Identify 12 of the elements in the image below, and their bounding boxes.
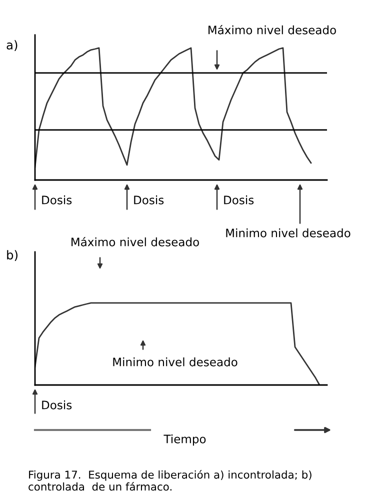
text: Máximo nivel deseado [208,24,336,34]
text: Dosis [224,195,254,204]
text: Minimo nivel deseado [226,228,350,238]
x-axis-title: Tiempo [164,434,206,446]
text: Máximo nivel deseado [72,236,199,246]
text: Dosis [42,195,72,204]
chart-title: a) [6,40,18,51]
text: Figura 17. Esquema de liberación a) incontrolada; b) controlada de un fármaco. [28,470,312,491]
text: Dosis [134,195,164,204]
chart-title: b) [7,250,18,261]
annotation: Minimo nivel deseado [113,357,238,366]
text: Dosis [42,400,72,410]
